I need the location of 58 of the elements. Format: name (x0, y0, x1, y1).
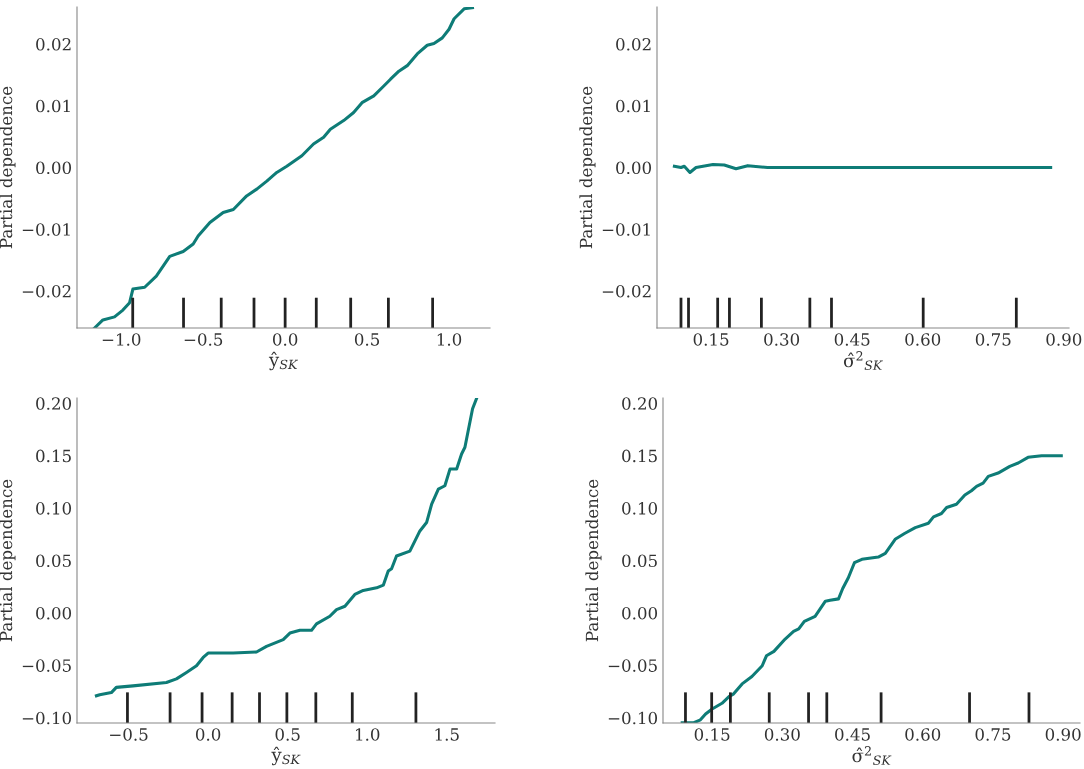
y-axis-title: Partial dependence (0, 479, 16, 642)
y-tick-label: 0.01 (616, 99, 650, 113)
line-series (680, 454, 1063, 723)
y-tick-label: 0.15 (622, 449, 657, 463)
y-tick-label: 0.10 (622, 502, 658, 515)
x-tick-label: −1.0 (102, 333, 141, 346)
y-tick-label: 0.02 (36, 38, 71, 51)
line-series (672, 162, 1053, 174)
x-tick-label: 0.45 (835, 728, 870, 741)
y-tick-label: −0.10 (608, 711, 658, 725)
x-tick-label: 0.30 (764, 333, 800, 346)
x-axis-title: σ̂$^{2}$$_{SK}$ (843, 351, 883, 371)
y-tick-label: 0.20 (36, 397, 72, 410)
x-tick-label: 0.90 (1046, 333, 1082, 346)
y-tick-label: 0.00 (622, 606, 658, 620)
y-tick-label: 0.00 (36, 606, 72, 620)
y-tick-label: −0.02 (22, 284, 71, 298)
y-tick-label: −0.05 (22, 659, 71, 672)
x-tick-label: 1.0 (437, 333, 462, 346)
line-series (94, 398, 479, 698)
y-axis-title: Partial dependence (0, 86, 16, 249)
y-tick-label: 0.00 (616, 161, 652, 175)
y-tick-label: 0.00 (36, 161, 72, 175)
x-tick-label: 0.5 (275, 728, 300, 741)
y-tick-label: −0.02 (602, 284, 651, 298)
x-tick-label: 0.15 (693, 333, 729, 346)
x-tick-label: 1.0 (356, 728, 380, 741)
x-tick-label: 0.75 (975, 728, 1011, 741)
x-axis-title: σ̂$^{2}$$_{SK}$ (852, 746, 892, 766)
x-tick-label: 0.15 (694, 728, 730, 741)
x-tick-label: −0.5 (110, 728, 148, 741)
y-tick-label: 0.05 (36, 554, 71, 568)
y-tick-label: 0.02 (616, 38, 651, 51)
x-tick-label: 0.60 (905, 728, 941, 741)
x-tick-label: 0.0 (272, 333, 298, 346)
x-tick-label: 0.90 (1045, 728, 1081, 741)
x-tick-label: 0.60 (905, 333, 941, 346)
x-tick-label: 0.5 (354, 333, 380, 346)
x-axis-title: ŷ$_{SK}$ (268, 351, 299, 371)
y-tick-label: −0.05 (608, 659, 657, 672)
x-axis-title: ŷ$_{SK}$ (271, 746, 301, 766)
x-tick-label: 0.30 (764, 728, 800, 741)
y-tick-label: −0.01 (602, 223, 650, 236)
y-tick-label: 0.15 (36, 449, 71, 463)
y-tick-label: −0.10 (22, 711, 72, 725)
line-series (93, 7, 474, 328)
y-axis-title: Partial dependence (579, 86, 596, 249)
x-tick-label: 0.0 (195, 728, 221, 741)
y-tick-label: 0.05 (622, 554, 657, 568)
x-tick-label: 0.45 (834, 333, 870, 346)
y-axis-title: Partial dependence (585, 479, 602, 642)
y-tick-label: −0.01 (22, 223, 70, 236)
x-tick-label: −0.5 (184, 333, 223, 346)
x-tick-label: 1.5 (435, 728, 459, 741)
y-tick-label: 0.01 (36, 99, 70, 113)
x-tick-label: 0.75 (975, 333, 1011, 346)
y-tick-label: 0.10 (36, 502, 72, 515)
y-tick-label: 0.20 (622, 397, 658, 410)
